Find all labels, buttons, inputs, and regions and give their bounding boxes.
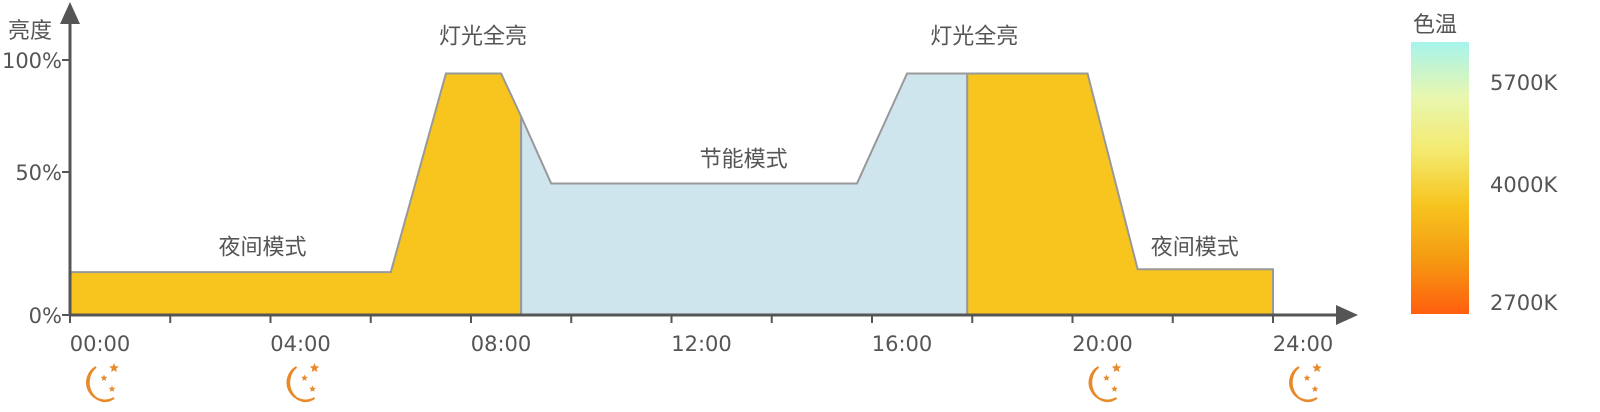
y-tick-label: 50%	[15, 161, 62, 185]
star-icon	[1311, 385, 1319, 392]
axes	[60, 2, 1358, 325]
x-tick-label: 20:00	[1072, 332, 1133, 356]
star-icon	[108, 385, 116, 392]
moon-icon	[1088, 366, 1118, 403]
x-tick-label: 00:00	[70, 332, 131, 356]
star-icon	[1103, 374, 1110, 381]
moon-icon	[286, 366, 316, 403]
star-icon	[109, 363, 119, 372]
star-icon	[309, 385, 316, 392]
star-icon	[301, 374, 308, 381]
y-axis-label: 亮度	[8, 19, 52, 44]
moon-stars-icon	[86, 363, 119, 403]
color-temperature-bar: 色温 5700K 4000K 2700K	[1411, 13, 1558, 315]
star-icon	[1111, 363, 1122, 372]
y-tick-label: 100%	[2, 49, 62, 73]
x-tick-label: 24:00	[1273, 332, 1334, 356]
star-icon	[309, 363, 320, 372]
labels: 0% 50% 100% 00:00 04:00 08:00 12:00 16:00 20:00 2…	[2, 24, 1333, 356]
colorbar-title: 色温	[1413, 13, 1457, 38]
annotation-label: 灯光全亮	[930, 24, 1018, 49]
colorbar-label-low: 2700K	[1490, 291, 1558, 315]
star-icon	[100, 374, 108, 381]
area-segment-2	[966, 72, 1274, 316]
star-icon	[1111, 385, 1118, 392]
colorbar-label-high: 5700K	[1490, 71, 1558, 95]
annotation-label: 夜间模式	[218, 235, 306, 260]
night-icons	[86, 363, 1322, 403]
annotation-label: 节能模式	[700, 148, 788, 173]
area-segment-0	[69, 72, 523, 316]
x-tick-label: 04:00	[270, 332, 331, 356]
moon-stars-icon	[1088, 363, 1122, 403]
y-tick-label: 0%	[29, 304, 62, 328]
x-axis-arrow-icon	[1336, 305, 1358, 325]
y-axis-arrow-icon	[60, 2, 80, 24]
area-segment-1	[520, 72, 969, 316]
x-tick-label: 12:00	[671, 332, 732, 356]
annotation-label: 夜间模式	[1151, 235, 1239, 260]
star-icon	[1312, 363, 1322, 372]
moon-icon	[1289, 366, 1318, 403]
moon-stars-icon	[286, 363, 320, 403]
annotation-label: 灯光全亮	[439, 24, 527, 49]
x-tick-label: 16:00	[872, 332, 933, 356]
colorbar-label-mid: 4000K	[1490, 173, 1558, 197]
moon-icon	[86, 366, 115, 403]
moon-stars-icon	[1289, 363, 1322, 403]
x-tick-label: 08:00	[471, 332, 532, 356]
brightness-areas	[69, 72, 1274, 316]
colorbar-gradient	[1411, 42, 1469, 314]
star-icon	[1303, 374, 1311, 381]
